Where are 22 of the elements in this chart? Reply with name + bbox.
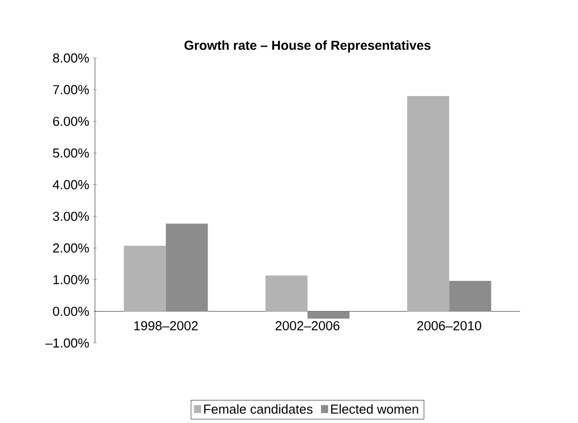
legend-label: Elected women	[331, 404, 418, 414]
y-tick-label: 1.00%	[53, 275, 89, 284]
y-tick-label: 6.00%	[53, 116, 89, 126]
y-tick-label: –1.00%	[45, 338, 89, 348]
y-tick-label: 4.00%	[52, 180, 89, 190]
x-tick-label: 2002–2006	[276, 321, 340, 330]
chart-title: Growth rate – House of Representatives	[184, 40, 430, 52]
y-tick-label: 3.00%	[52, 212, 89, 221]
bar	[308, 311, 350, 319]
bar	[407, 96, 450, 312]
bar	[166, 224, 208, 312]
y-tick-label: 5.00%	[52, 148, 89, 158]
x-tick-label: 2006–2010	[417, 321, 482, 330]
legend-label: Female candidates	[204, 404, 312, 414]
x-tick-label: 1998–2002	[134, 321, 198, 330]
y-tick-label: 0.00%	[52, 306, 89, 316]
bar	[124, 246, 166, 312]
y-tick-label: 8.00%	[53, 53, 89, 63]
bar	[266, 276, 308, 312]
bar	[449, 280, 492, 312]
y-tick-label: 2.00%	[53, 243, 89, 253]
y-tick-label: 7.00%	[53, 85, 89, 94]
